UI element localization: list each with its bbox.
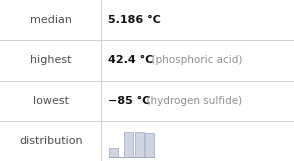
Bar: [135, 132, 144, 157]
Bar: [124, 132, 133, 157]
Text: (phosphoric acid): (phosphoric acid): [145, 55, 242, 65]
Text: highest: highest: [30, 55, 71, 65]
Text: 42.4 °C: 42.4 °C: [108, 55, 154, 65]
Bar: [146, 133, 154, 157]
Text: median: median: [30, 15, 72, 25]
Text: 5.186 °C: 5.186 °C: [108, 15, 161, 25]
Text: (hydrogen sulfide): (hydrogen sulfide): [140, 96, 242, 106]
Text: distribution: distribution: [19, 136, 83, 146]
Bar: [109, 148, 118, 157]
Text: lowest: lowest: [33, 96, 69, 106]
Text: −85 °C: −85 °C: [108, 96, 151, 106]
